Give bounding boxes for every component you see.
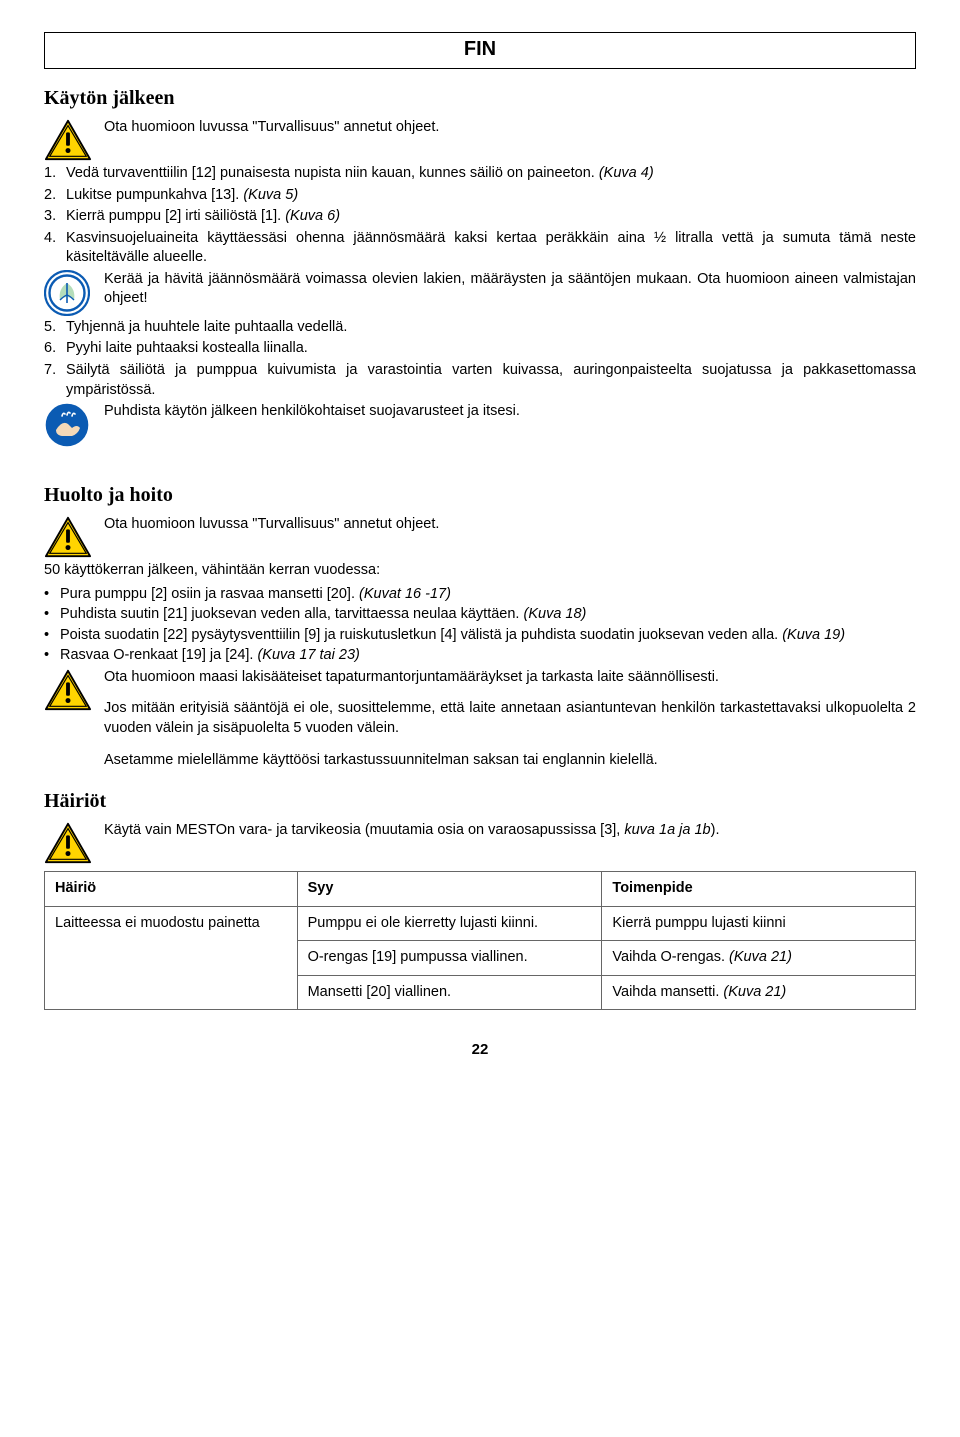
maintenance-bullet-2: •Puhdista suutin [21] juoksevan veden al…	[44, 605, 916, 625]
maintenance-warning: Ota huomioon luvussa "Turvallisuus" anne…	[104, 515, 439, 535]
maintenance-bullet-3: •Poista suodatin [22] pysäytysventtiilin…	[44, 626, 916, 646]
environment-icon	[44, 270, 90, 316]
warning-icon	[44, 821, 92, 865]
step-6: 6. Pyyhi laite puhtaaksi kostealla liina…	[44, 339, 916, 359]
action-cell: Vaihda O-rengas. (Kuva 21)	[602, 941, 916, 976]
maintenance-bullet-1: •Pura pumppu [2] osiin ja rasvaa mansett…	[44, 585, 916, 605]
cause-cell: O-rengas [19] pumpussa viallinen.	[297, 941, 602, 976]
cause-cell: Pumppu ei ole kierretty lujasti kiinni.	[297, 906, 602, 941]
page-number: 22	[44, 1040, 916, 1060]
maintenance-bullet-4: •Rasvaa O-renkaat [19] ja [24]. (Kuva 17…	[44, 646, 916, 666]
warning-icon	[44, 118, 92, 162]
section-faults-title: Häiriöt	[44, 788, 916, 815]
step-2: 2. Lukitse pumpunkahva [13]. (Kuva 5)	[44, 186, 916, 206]
cause-cell: Mansetti [20] viallinen.	[297, 975, 602, 1010]
section-maintenance-title: Huolto ja hoito	[44, 482, 916, 509]
wash-hands-icon	[44, 402, 90, 448]
after-use-warning: Ota huomioon luvussa "Turvallisuus" anne…	[104, 118, 439, 138]
step-7: 7. Säilytä säiliötä ja pumppua kuivumist…	[44, 361, 916, 400]
action-cell: Kierrä pumppu lujasti kiinni	[602, 906, 916, 941]
language-header: FIN	[44, 32, 916, 69]
col-cause: Syy	[297, 872, 602, 907]
action-cell: Vaihda mansetti. (Kuva 21)	[602, 975, 916, 1010]
maintenance-intro: 50 käyttökerran jälkeen, vähintään kerra…	[44, 561, 916, 581]
maintenance-law-note: Ota huomioon maasi lakisääteiset tapatur…	[104, 668, 916, 688]
step-1: 1. Vedä turvaventtiilin [12] punaisesta …	[44, 164, 916, 184]
warning-icon	[44, 668, 92, 712]
table-header-row: Häiriö Syy Toimenpide	[45, 872, 916, 907]
warning-icon	[44, 515, 92, 559]
environment-note: Kerää ja hävitä jäännösmäärä voimassa ol…	[104, 270, 916, 309]
col-action: Toimenpide	[602, 872, 916, 907]
step-4: 4. Kasvinsuojeluaineita käyttäessäsi ohe…	[44, 229, 916, 268]
table-row: Laitteessa ei muodostu painetta Pumppu e…	[45, 906, 916, 941]
step-5: 5. Tyhjennä ja huuhtele laite puhtaalla …	[44, 318, 916, 338]
faults-table: Häiriö Syy Toimenpide Laitteessa ei muod…	[44, 871, 916, 1010]
maintenance-plan-note: Asetamme mielellämme käyttöösi tarkastus…	[104, 751, 916, 771]
language-code: FIN	[464, 38, 496, 60]
fault-cell: Laitteessa ei muodostu painetta	[45, 906, 298, 1010]
section-after-use-title: Käytön jälkeen	[44, 85, 916, 112]
maintenance-inspection-note: Jos mitään erityisiä sääntöjä ei ole, su…	[104, 699, 916, 738]
wash-hands-note: Puhdista käytön jälkeen henkilökohtaiset…	[104, 402, 520, 422]
col-fault: Häiriö	[45, 872, 298, 907]
step-3: 3. Kierrä pumppu [2] irti säiliöstä [1].…	[44, 207, 916, 227]
faults-spare-parts-note: Käytä vain MESTOn vara- ja tarvikeosia (…	[104, 821, 719, 841]
